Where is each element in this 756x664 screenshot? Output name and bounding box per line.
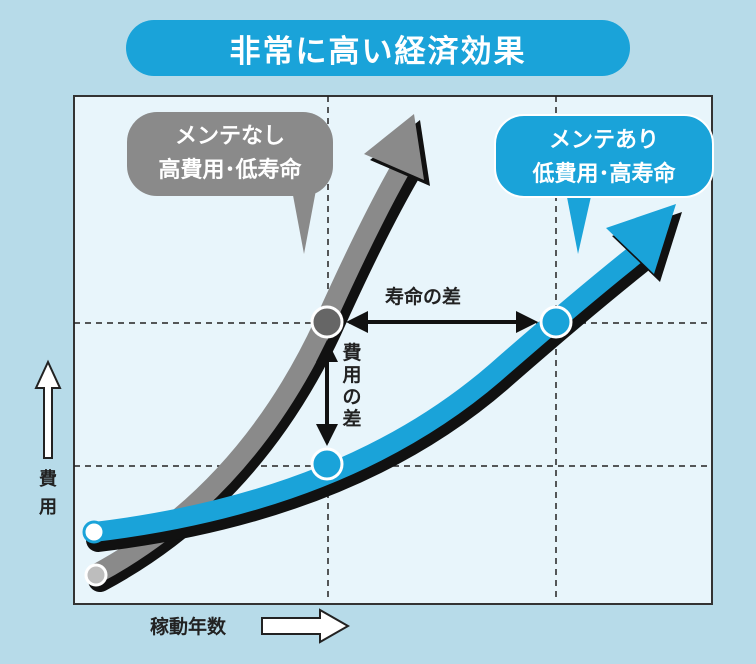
- callout-no-maintenance-line1: メンテなし: [174, 124, 285, 149]
- y-axis-char: 費: [39, 469, 57, 490]
- marker-no-maintenance: [310, 305, 344, 339]
- title: 非常に高い経済効果: [229, 33, 527, 70]
- arrowhead-no-maintenance: [364, 114, 424, 180]
- cost-difference-char: 費: [342, 342, 362, 364]
- cost-difference-arrowhead-down: [316, 424, 338, 446]
- x-axis-arrow: [261, 608, 351, 644]
- cost-difference-char: 用: [342, 364, 362, 386]
- cost-difference-char: 差: [342, 408, 362, 430]
- life-difference-arrowhead-left: [346, 311, 368, 333]
- callout-no-maintenance-line2: 高費用･低寿命: [158, 158, 302, 183]
- callout-no-maintenance: メンテなし 高費用･低寿命: [127, 112, 333, 196]
- callout-gray-pointer: [292, 190, 316, 254]
- arrowhead-with-maintenance: [606, 204, 676, 274]
- title-banner: 非常に高い経済効果: [126, 20, 630, 76]
- callout-with-maintenance: メンテあり 低費用･高寿命: [494, 114, 714, 198]
- y-axis-char: 用: [39, 497, 57, 518]
- callout-with-maintenance-line2: 低費用･高寿命: [532, 162, 676, 187]
- start-point-with-maintenance: [82, 520, 106, 544]
- life-difference-label: 寿命の差: [385, 286, 462, 308]
- cost-difference-label: 費 用 の 差: [340, 342, 364, 430]
- x-axis-label: 稼動年数: [150, 616, 227, 638]
- y-axis-label: 費 用: [36, 466, 60, 522]
- marker-with-maintenance-cost: [310, 447, 344, 481]
- y-axis-arrow: [34, 359, 62, 459]
- marker-with-maintenance-life: [539, 305, 573, 339]
- callout-blue-pointer: [566, 192, 592, 254]
- start-point-no-maintenance: [84, 563, 108, 587]
- curve-with-maintenance: [84, 244, 646, 542]
- cost-difference-arrowhead-up: [316, 340, 338, 362]
- life-difference-arrowhead-right: [516, 311, 538, 333]
- callout-with-maintenance-line1: メンテあり: [548, 128, 659, 153]
- cost-difference-char: の: [342, 386, 362, 408]
